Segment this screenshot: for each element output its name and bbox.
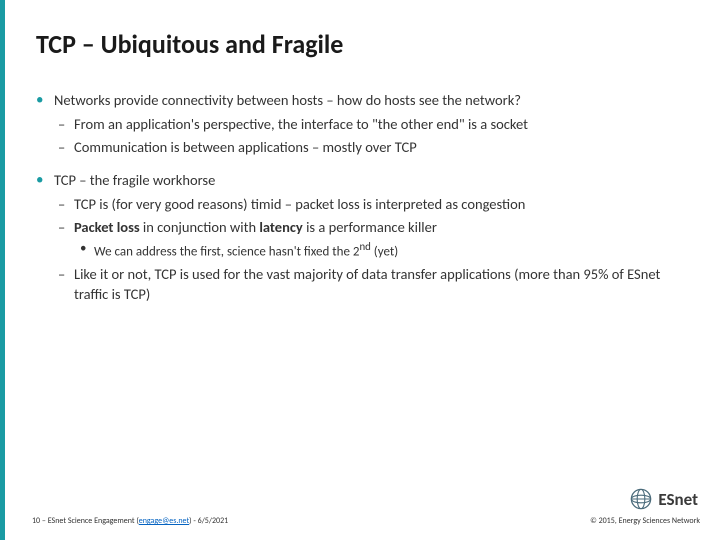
bullet-l2: Communication is between applications – … — [36, 137, 684, 157]
esnet-logo: ESnet — [630, 488, 698, 510]
copyright-text: © 2015, Energy Sciences Network — [590, 516, 700, 526]
globe-icon — [630, 488, 652, 510]
text: is a performance killer — [303, 218, 437, 236]
bullet-l2: TCP is (for very good reasons) timid – p… — [36, 194, 684, 214]
bullet-l1: Networks provide connectivity between ho… — [36, 90, 684, 110]
slide-content: Networks provide connectivity between ho… — [36, 90, 684, 304]
footer-left: 10 – ESnet Science Engagement (engage@es… — [32, 516, 228, 526]
bold-text: Packet loss — [74, 218, 140, 236]
bullet-l2: Packet loss in conjunction with latency … — [36, 217, 684, 237]
bullet-l1: TCP – the fragile workhorse — [36, 170, 684, 190]
contact-link[interactable]: engage@es.net — [139, 516, 189, 526]
bullet-l2: From an application's perspective, the i… — [36, 114, 684, 134]
superscript: nd — [359, 240, 370, 253]
footer-text: ) - 6/5/2021 — [189, 516, 228, 526]
footer-text: 10 – ESnet Science Engagement ( — [32, 516, 139, 526]
bold-text: latency — [259, 218, 302, 236]
slide-body: TCP – Ubiquitous and Fragile Networks pr… — [0, 0, 720, 540]
footer: 10 – ESnet Science Engagement (engage@es… — [32, 516, 700, 526]
text: in conjunction with — [140, 218, 260, 236]
slide-title: TCP – Ubiquitous and Fragile — [36, 28, 684, 60]
text: We can address the first, science hasn't… — [94, 244, 359, 259]
bullet-l3: We can address the first, science hasn't… — [36, 240, 684, 261]
logo-text: ESnet — [658, 489, 698, 510]
accent-bar — [0, 0, 5, 540]
text: (yet) — [371, 244, 398, 259]
bullet-l2: Like it or not, TCP is used for the vast… — [36, 264, 684, 304]
